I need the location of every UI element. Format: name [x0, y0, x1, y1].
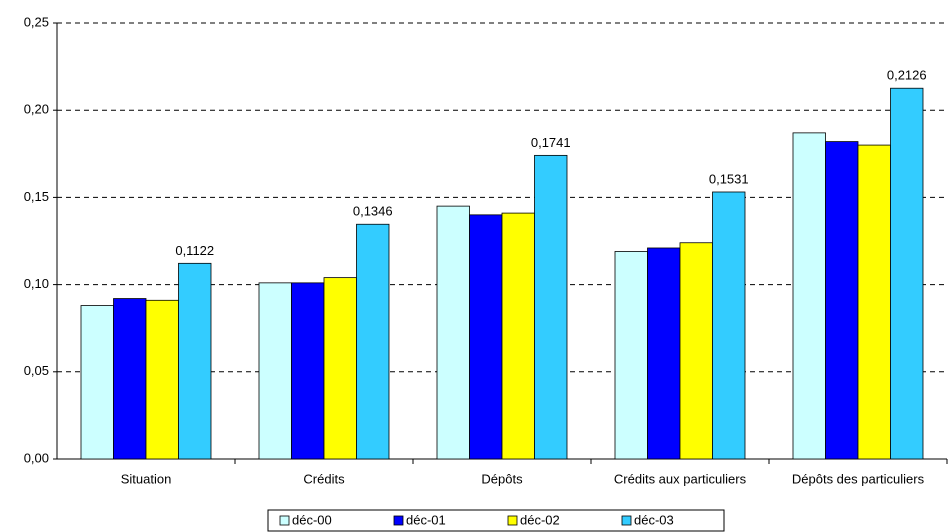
bar: [712, 191, 746, 460]
data-label: 0,2126: [887, 68, 927, 83]
bar: [356, 223, 390, 460]
bar: [80, 305, 114, 460]
bar: [647, 247, 681, 460]
bar: [291, 282, 325, 460]
bar: [534, 154, 568, 460]
legend-swatch: [279, 515, 290, 526]
y-tick-label: 0,25: [24, 14, 49, 29]
legend-label: déc-03: [634, 512, 674, 527]
bar: [145, 299, 179, 460]
bar: [501, 212, 535, 460]
bar: [857, 144, 891, 460]
bar: [178, 262, 212, 460]
x-tick-label: Crédits aux particuliers: [614, 471, 747, 486]
legend-swatch: [507, 515, 518, 526]
y-tick-label: 0,00: [24, 450, 49, 465]
legend-label: déc-01: [406, 512, 446, 527]
bar: [323, 277, 357, 460]
bar: [890, 87, 924, 460]
legend-label: déc-02: [520, 512, 560, 527]
y-tick-label: 0,20: [24, 102, 49, 117]
y-tick-label: 0,05: [24, 363, 49, 378]
data-label: 0,1122: [175, 243, 214, 258]
bar: [792, 132, 826, 460]
x-tick-label: Dépôts des particuliers: [792, 471, 925, 486]
bar: [679, 242, 713, 460]
y-tick-label: 0,15: [24, 189, 49, 204]
bar: [436, 205, 470, 460]
bar: [113, 298, 147, 460]
legend-swatch: [393, 515, 404, 526]
legend-label: déc-00: [292, 512, 332, 527]
bar: [469, 214, 503, 460]
data-label: 0,1531: [709, 171, 749, 186]
x-tick-label: Situation: [121, 471, 172, 486]
bar: [825, 141, 859, 460]
legend-swatch: [621, 515, 632, 526]
x-tick-label: Dépôts: [481, 471, 523, 486]
y-tick-label: 0,10: [24, 276, 49, 291]
bar: [258, 282, 292, 460]
legend-box: [267, 509, 725, 532]
data-label: 0,1346: [353, 204, 393, 219]
bar: [614, 251, 648, 460]
data-label: 0,1741: [531, 135, 571, 150]
x-tick-label: Crédits: [303, 471, 345, 486]
